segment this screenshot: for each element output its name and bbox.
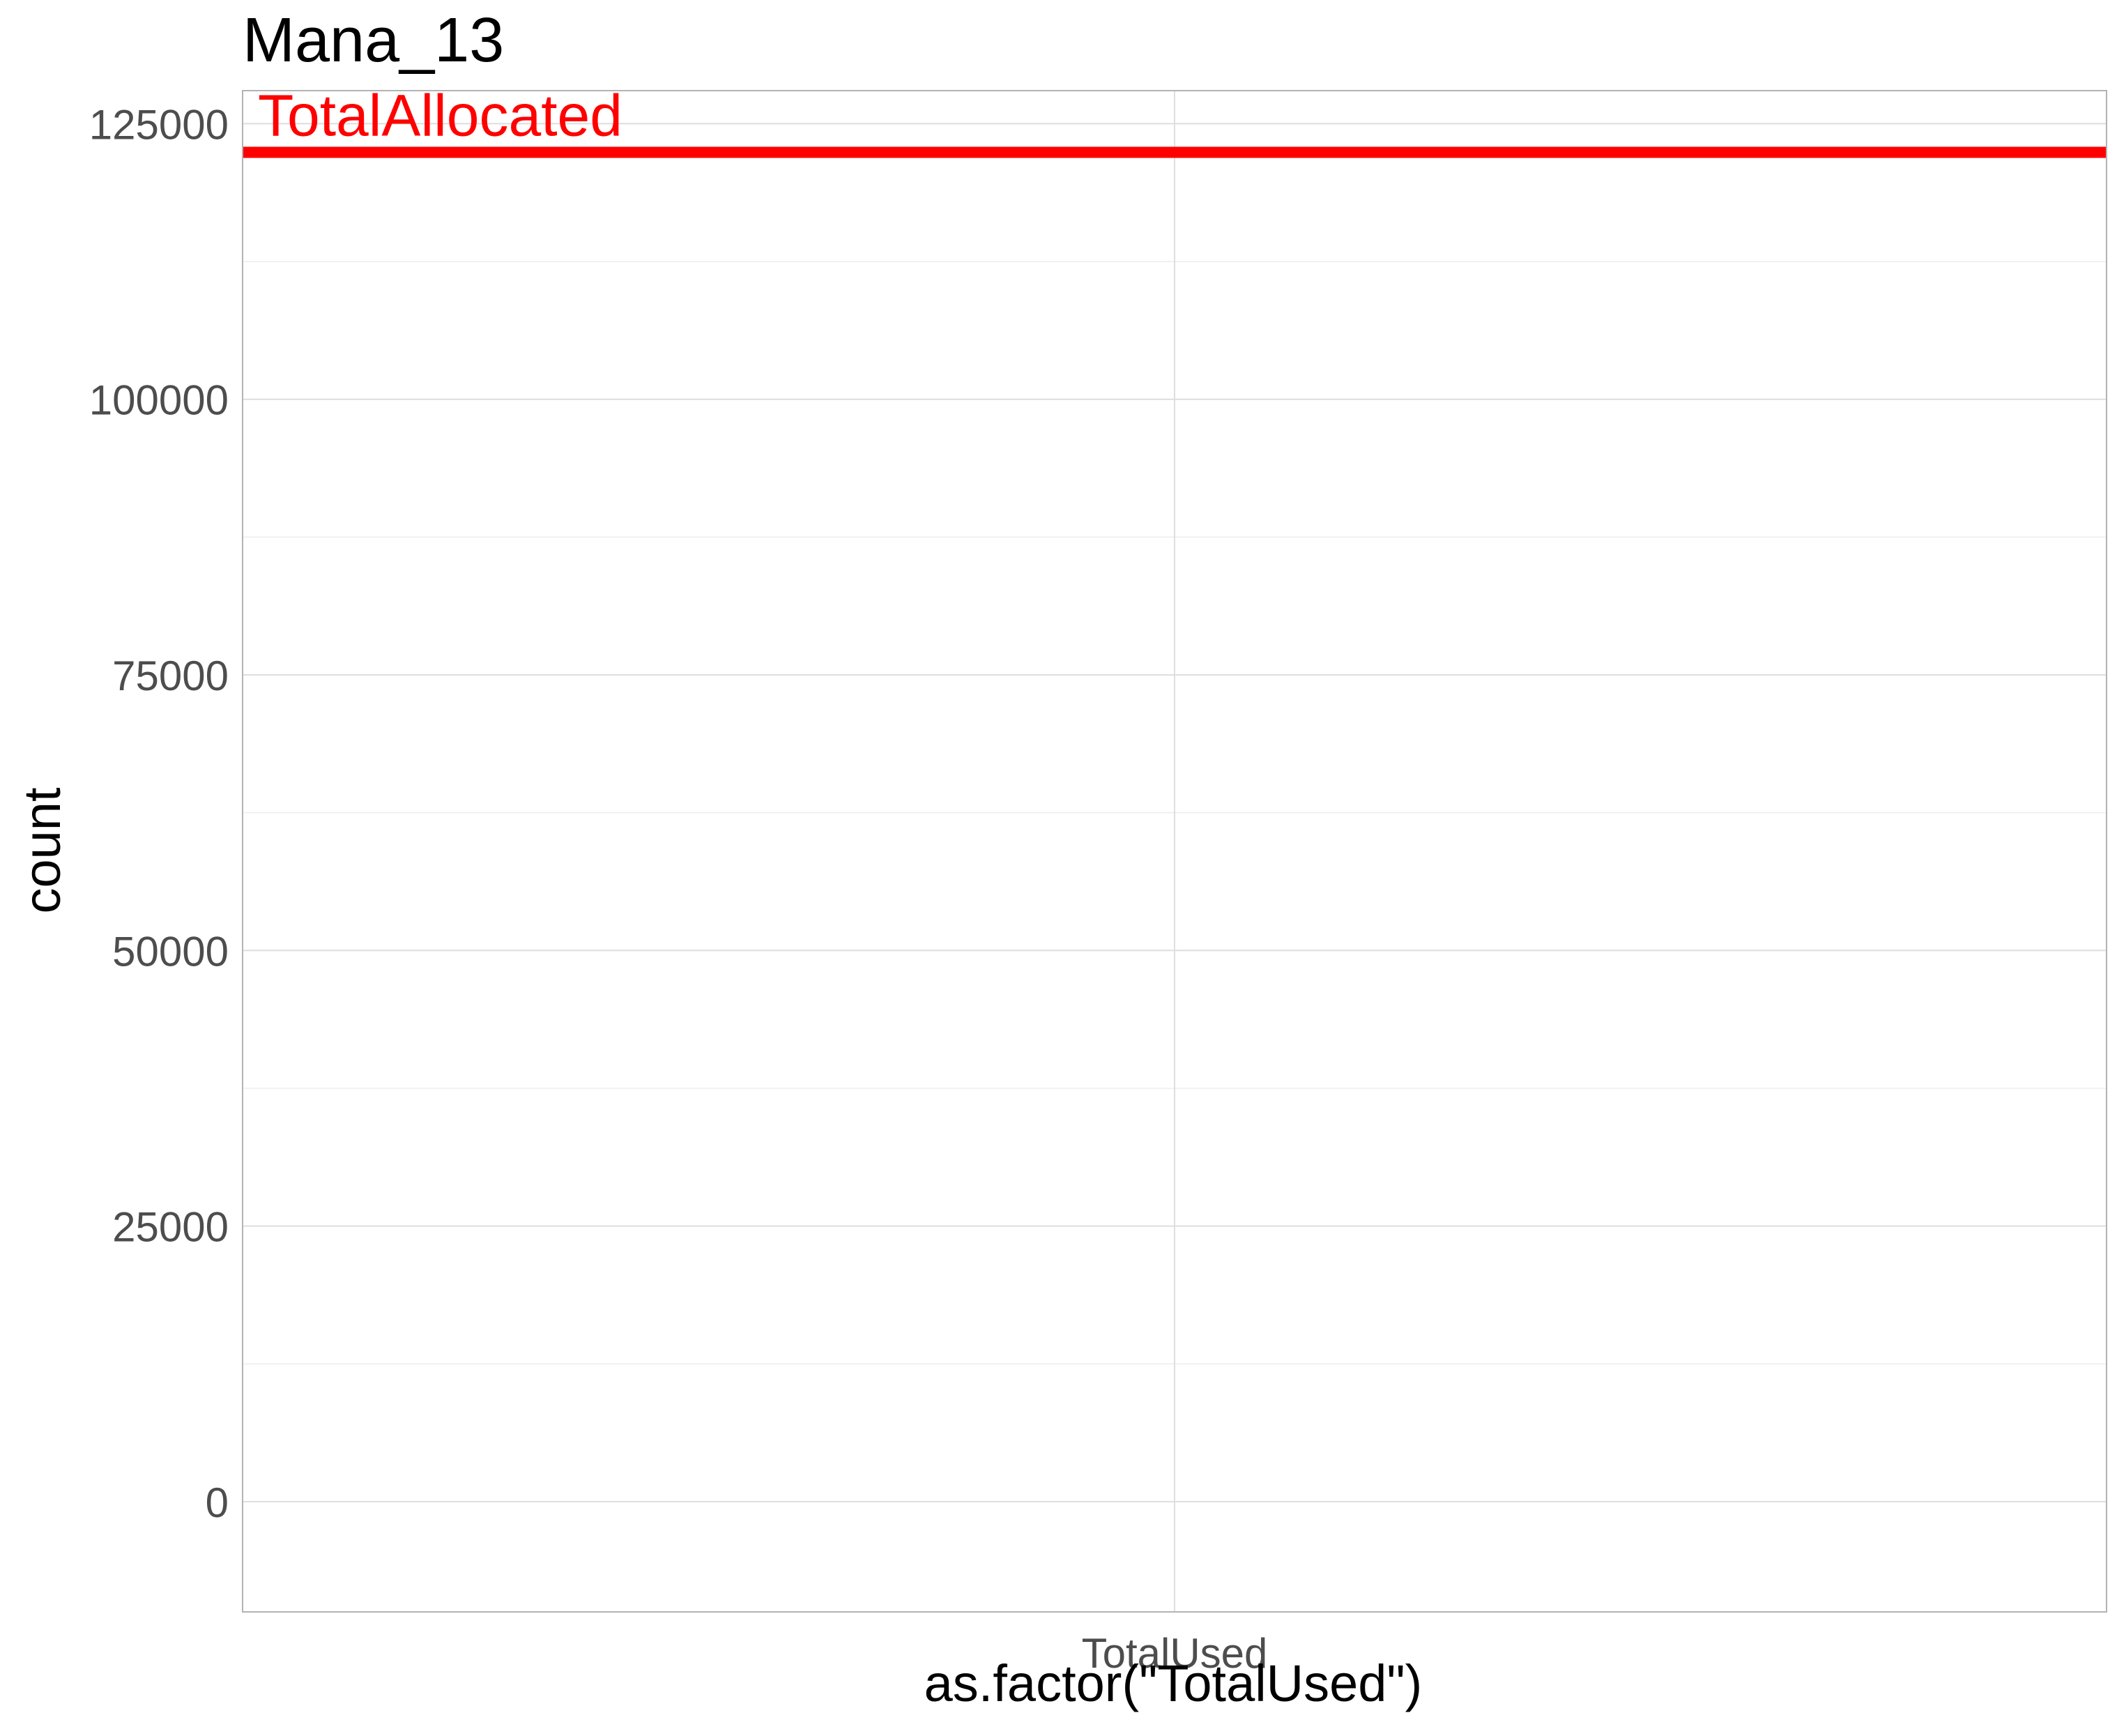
reference-line-layer: TotalAllocated: [243, 83, 2107, 158]
panel-border: [242, 90, 2107, 1613]
major-gridlines: [243, 91, 2107, 1612]
y-tick-label: 0: [206, 1479, 229, 1526]
y-tick-label: 25000: [112, 1204, 229, 1251]
y-tick-label: 125000: [89, 101, 229, 148]
reference-line-label: TotalAllocated: [258, 83, 622, 149]
y-tick-label: 50000: [112, 928, 229, 975]
x-tick-label: TotalUsed: [1082, 1630, 1268, 1677]
y-tick-label: 100000: [89, 377, 229, 424]
y-axis-title: count: [13, 787, 71, 913]
x-axis-tick-labels: TotalUsed: [1082, 1630, 1268, 1677]
y-tick-label: 75000: [112, 653, 229, 699]
x-axis-title: as.factor("TotalUsed"): [924, 1654, 1423, 1712]
chart-title: Mana_13: [243, 6, 504, 75]
y-axis-tick-labels: 0 25000 50000 75000 100000 125000: [89, 101, 229, 1525]
